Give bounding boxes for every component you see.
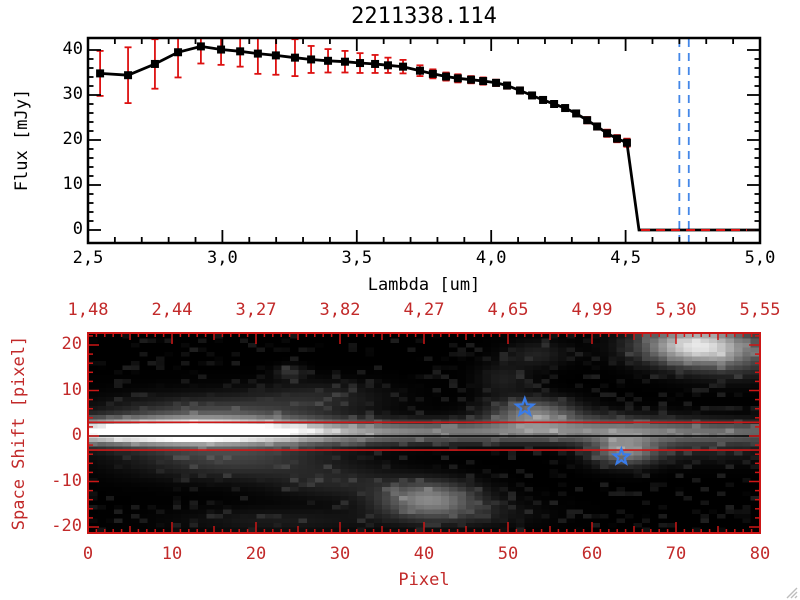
- flux-tick-label: 0: [72, 219, 83, 239]
- wavelength-tick-label: 3,27: [235, 300, 277, 320]
- flux-axis-title: Flux [mJy]: [12, 88, 32, 192]
- flux-tick-label: 20: [62, 129, 83, 149]
- flux-tick-label: 40: [62, 39, 83, 59]
- wavelength-tick-label: 3,82: [319, 300, 361, 320]
- spectrum-frame: [86, 36, 762, 245]
- error-bars: [96, 39, 631, 148]
- space-shift-axis-title: Space Shift [pixel]: [9, 335, 29, 531]
- wavelength-tick-label: 2,44: [151, 300, 193, 320]
- wavelength-tick-label: 5,30: [655, 300, 697, 320]
- flux-tick-label: 10: [62, 174, 83, 194]
- wavelength-tick-label: 5,55: [739, 300, 781, 320]
- lambda-tick-label: 2,5: [72, 248, 104, 268]
- pixel-tick-label: 30: [329, 544, 351, 564]
- space-shift-tick-label: -20: [51, 516, 82, 536]
- lambda-tick-label: 4,0: [475, 248, 507, 268]
- spectrum-curve: [100, 44, 759, 232]
- lambda-axis-title: Lambda [um]: [367, 275, 481, 295]
- wavelength-tick-label: 4,27: [403, 300, 445, 320]
- pixel-tick-label: 80: [749, 544, 771, 564]
- pixel-tick-label: 50: [497, 544, 519, 564]
- lambda-tick-label: 4,5: [610, 248, 641, 268]
- pixel-axis-title: Pixel: [398, 570, 450, 590]
- lambda-tick-label: 3,0: [207, 248, 238, 268]
- wavelength-tick-label: 4,65: [487, 300, 529, 320]
- spectrum-points: [96, 42, 631, 147]
- resize-grip-icon[interactable]: [784, 585, 800, 600]
- space-shift-tick-label: 0: [71, 425, 82, 445]
- pixel-tick-label: 20: [245, 544, 267, 564]
- pixel-tick-label: 40: [413, 544, 435, 564]
- pixel-tick-label: 0: [82, 544, 94, 564]
- pixel-tick-label: 60: [581, 544, 603, 564]
- wavelength-tick-label: 4,99: [571, 300, 613, 320]
- space-shift-tick-label: 20: [61, 334, 82, 354]
- space-shift-tick-label: 10: [61, 379, 82, 400]
- pixel-tick-label: 70: [665, 544, 687, 564]
- wavelength-tick-label: 1,48: [67, 300, 109, 320]
- pixel-tick-label: 10: [161, 544, 183, 564]
- spectrum-plot: [86, 36, 762, 245]
- spectrum-ticks: [87, 38, 761, 243]
- lambda-tick-label: 5,0: [744, 248, 776, 268]
- spectral-image[interactable]: [89, 334, 759, 532]
- space-shift-tick-label: -10: [51, 470, 82, 491]
- lambda-tick-label: 3,5: [341, 248, 373, 268]
- flux-tick-label: 30: [62, 84, 83, 104]
- plot-title: 2211338.114: [351, 4, 497, 29]
